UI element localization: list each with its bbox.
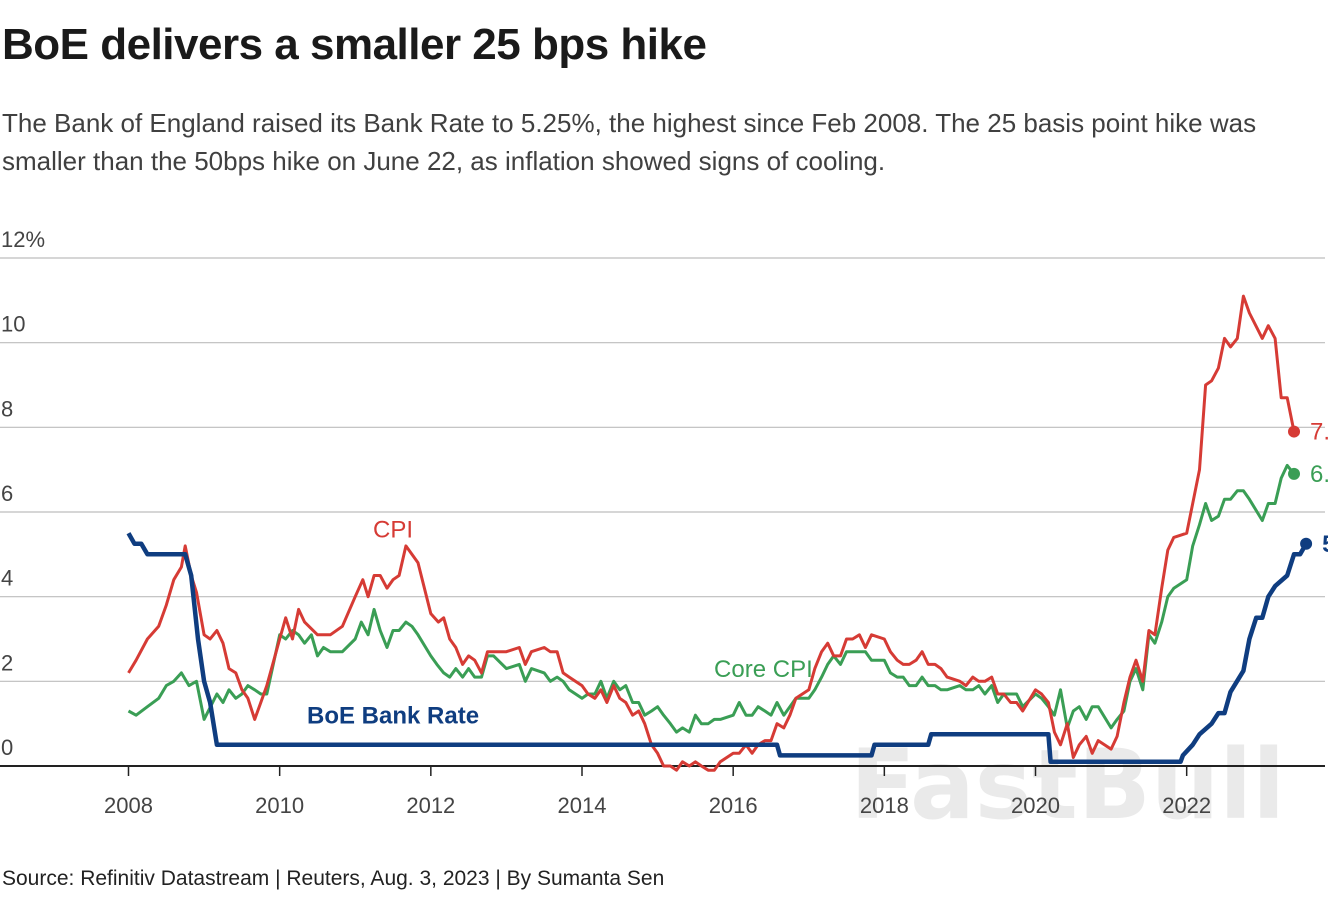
y-tick-label: 8: [1, 396, 13, 421]
y-tick-label: 4: [1, 566, 13, 591]
y-tick-label: 12%: [1, 227, 45, 252]
chart-subtitle: The Bank of England raised its Bank Rate…: [2, 108, 1257, 176]
x-tick-label: 2008: [104, 793, 153, 818]
core-cpi-end-label: 6.9%: [1310, 461, 1328, 488]
x-tick-label: 2010: [255, 793, 304, 818]
boe-bank-rate-annotation: BoE Bank Rate: [307, 703, 479, 730]
y-tick-label: 6: [1, 481, 13, 506]
core-cpi-annotation: Core CPI: [714, 656, 813, 683]
grid-lines: [0, 257, 1325, 682]
y-tick-label: 10: [1, 312, 25, 337]
watermark-text: FastBull: [850, 729, 1285, 841]
boe-bank-rate-line: [126, 532, 1309, 765]
x-tick-label: 2020: [1011, 793, 1060, 818]
x-axis: 2008 2010 2012 2014 2016 2018 2020 2022: [0, 765, 1325, 818]
chart-title: BoE delivers a smaller 25 bps hike: [2, 20, 707, 69]
x-tick-label: 2018: [860, 793, 909, 818]
series-labels: 6.9% 7.9% 5.25% CPI Core CPI BoE Bank Rate: [307, 419, 1328, 730]
y-tick-label: 0: [1, 735, 13, 760]
cpi-end-label: 7.9%: [1310, 419, 1328, 446]
x-tick-label: 2016: [709, 793, 758, 818]
core-cpi-line: [127, 463, 1296, 734]
core-cpi-end-dot: [1288, 467, 1301, 480]
source-note: Source: Refinitiv Datastream | Reuters, …: [2, 867, 665, 890]
y-axis-labels: 0 2 4 6 8 10 12%: [1, 227, 45, 760]
cpi-line: [127, 294, 1296, 772]
y-tick-label: 2: [1, 650, 13, 675]
boe-bank-rate-end-label: 5.25%: [1322, 531, 1328, 558]
x-tick-label: 2012: [406, 793, 455, 818]
cpi-end-dot: [1288, 425, 1301, 438]
watermark: FastBull: [850, 729, 1285, 841]
series-lines: [126, 294, 1313, 772]
boe-bank-rate-end-dot: [1300, 537, 1313, 550]
x-tick-label: 2022: [1162, 793, 1211, 818]
x-tick-label: 2014: [558, 793, 607, 818]
cpi-annotation: CPI: [373, 516, 413, 543]
